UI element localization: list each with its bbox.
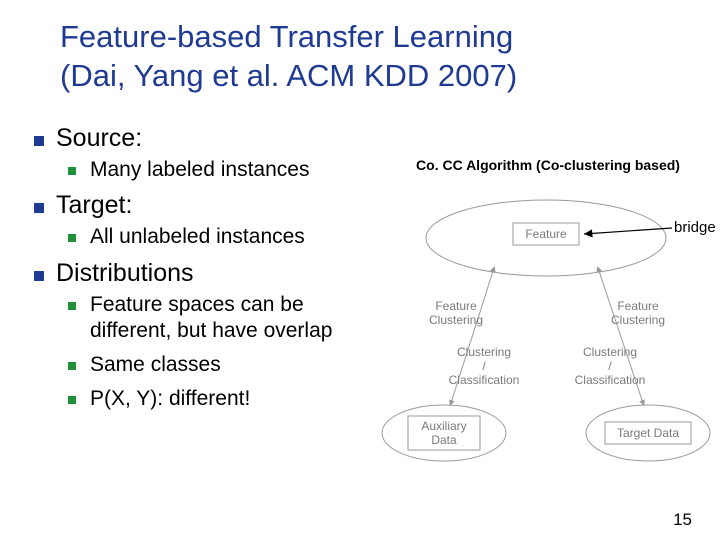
cc-right-l3: Classification: [575, 373, 646, 387]
slide-title: Feature-based Transfer Learning (Dai, Ya…: [60, 18, 700, 96]
cc-left-l3: Classification: [449, 373, 520, 387]
bullet-source: Source:: [28, 124, 358, 153]
fc-left-l2: Clustering: [429, 313, 483, 327]
bullet-source-item: Many labeled instances: [62, 157, 358, 183]
bridge-label: bridge: [674, 219, 716, 236]
bullet-target-item: All unlabeled instances: [62, 224, 358, 250]
bullet-dist-item-1: Same classes: [62, 352, 358, 378]
cc-left-l2: /: [482, 359, 486, 373]
algorithm-title: Co. CC Algorithm (Co-clustering based): [378, 157, 718, 173]
cc-left-l1: Clustering: [457, 345, 511, 359]
feature-text: Feature: [525, 227, 567, 241]
slide: Feature-based Transfer Learning (Dai, Ya…: [0, 0, 720, 540]
bullet-list: Source: Many labeled instances Target: A…: [28, 124, 358, 421]
aux-l1: Auxiliary: [421, 419, 466, 433]
fc-right-l2: Clustering: [611, 313, 665, 327]
bullet-target: Target:: [28, 191, 358, 220]
cocc-diagram: bridge Feature Feature Clustering Featur…: [372, 178, 720, 468]
bullet-distributions: Distributions: [28, 259, 358, 288]
title-line1: Feature-based Transfer Learning: [60, 19, 513, 54]
page-number: 15: [673, 510, 692, 530]
title-line2: (Dai, Yang et al. ACM KDD 2007): [60, 58, 517, 93]
bullet-dist-item-0: Feature spaces can be different, but hav…: [62, 292, 358, 345]
target-text: Target Data: [617, 426, 679, 440]
aux-l2: Data: [431, 433, 457, 447]
cc-right-l1: Clustering: [583, 345, 637, 359]
bridge-arrow: [584, 228, 672, 234]
bullet-dist-item-2: P(X, Y): different!: [62, 386, 358, 412]
fc-left-l1: Feature: [435, 299, 477, 313]
cc-right-l2: /: [608, 359, 612, 373]
fc-right-l1: Feature: [617, 299, 659, 313]
